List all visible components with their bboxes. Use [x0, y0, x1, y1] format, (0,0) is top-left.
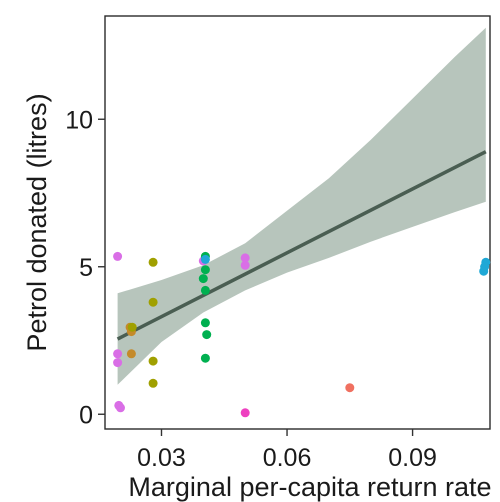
- data-point: [200, 285, 210, 295]
- data-point: [240, 253, 250, 263]
- x-tick-label: 0.03: [137, 444, 186, 472]
- y-tick-label: 5: [79, 254, 93, 282]
- data-point: [198, 274, 208, 284]
- data-point: [113, 349, 123, 359]
- data-point: [202, 330, 212, 340]
- confidence-band: [117, 27, 486, 385]
- data-point: [126, 349, 136, 359]
- data-point: [113, 358, 123, 368]
- data-point: [200, 265, 210, 275]
- data-point: [200, 318, 210, 328]
- y-axis-title: Petrol donated (litres): [22, 93, 52, 351]
- data-point: [240, 260, 250, 270]
- trend-line: [116, 150, 487, 341]
- y-tick-label: 0: [79, 401, 93, 429]
- y-tick-label: 10: [65, 106, 93, 134]
- data-point: [200, 353, 210, 363]
- data-point: [127, 322, 137, 332]
- x-tick-label: 0.09: [388, 444, 437, 472]
- data-point: [148, 378, 158, 388]
- data-point: [148, 356, 158, 366]
- data-point: [479, 266, 489, 276]
- data-points-layer: [113, 251, 491, 418]
- data-point: [113, 251, 123, 261]
- data-point: [148, 257, 158, 267]
- x-tick-label: 0.06: [263, 444, 312, 472]
- x-axis-ticks: 0.03 0.06 0.09: [137, 429, 437, 472]
- data-point: [116, 403, 125, 413]
- confidence-band-layer: [117, 27, 486, 385]
- plot-panel-frame: [104, 15, 491, 430]
- trend-line-layer: [116, 150, 487, 341]
- y-axis-ticks: 0 5 10: [65, 106, 105, 429]
- x-axis-title: Marginal per-capita return rate: [128, 472, 491, 502]
- data-point: [240, 408, 250, 418]
- data-point: [345, 383, 355, 393]
- data-point: [200, 254, 210, 264]
- data-point: [148, 297, 158, 307]
